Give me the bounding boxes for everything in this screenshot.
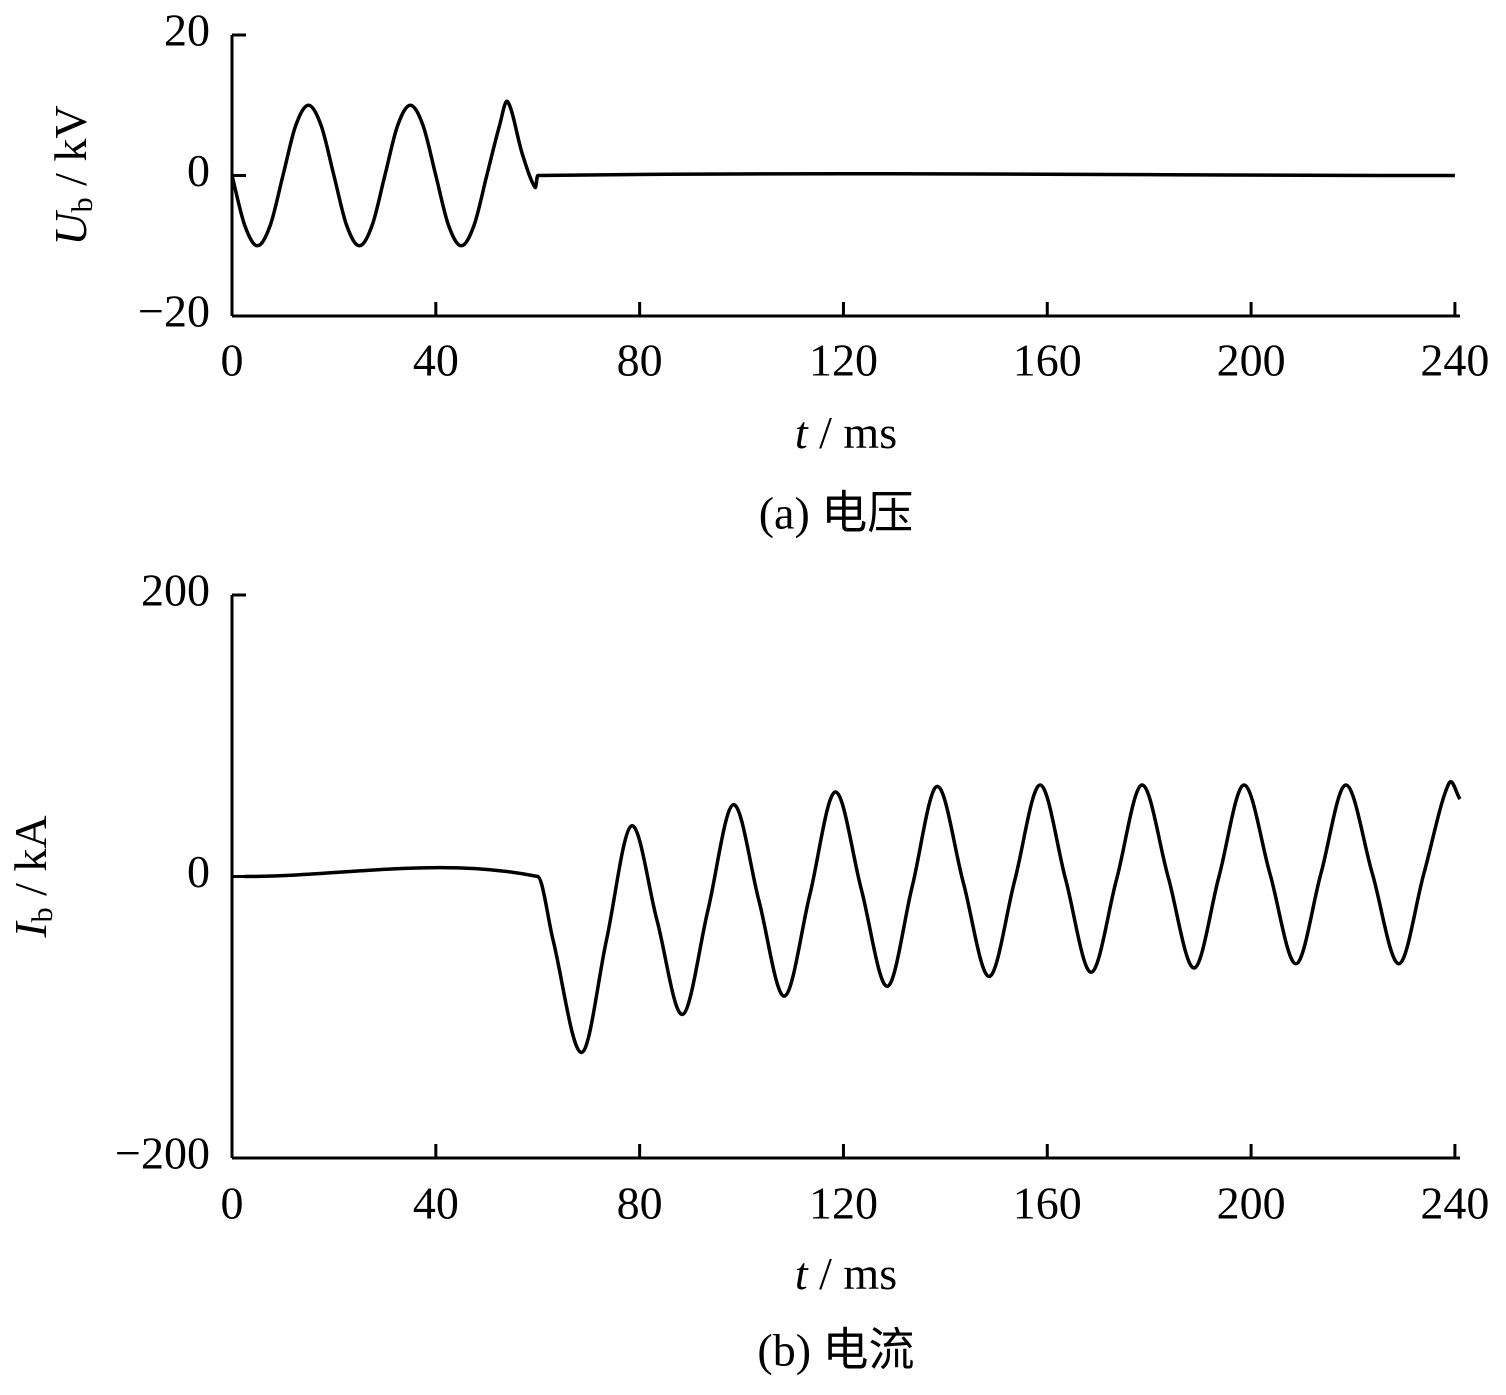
x-tick-label: 200 <box>1217 335 1286 386</box>
y-tick-label: −20 <box>138 286 210 337</box>
y-axis-label: Ib / kA <box>5 815 59 938</box>
x-label-unit: / ms <box>808 407 897 458</box>
x-tick-label: 80 <box>617 1178 663 1229</box>
data-line <box>230 99 1455 248</box>
x-label-unit: / ms <box>808 1248 897 1299</box>
x-tick-label: 40 <box>413 1178 459 1229</box>
y-label-symbol: I <box>5 920 56 939</box>
x-label-symbol: t <box>795 1248 809 1299</box>
y-label-unit: / kV <box>45 105 96 197</box>
data-line <box>244 780 1462 1055</box>
x-tick-label: 120 <box>809 1178 878 1229</box>
caption: (b) 电流 <box>757 1325 914 1376</box>
y-label-subscript: b <box>26 907 59 922</box>
y-label-unit: / kA <box>5 815 56 907</box>
x-tick-label: 0 <box>221 335 244 386</box>
y-tick-label: −200 <box>115 1128 210 1179</box>
x-label-symbol: t <box>795 407 809 458</box>
y-label-symbol: U <box>45 210 96 246</box>
x-tick-label: 240 <box>1420 1178 1489 1229</box>
x-tick-label: 0 <box>221 1178 244 1229</box>
caption: (a) 电压 <box>759 488 914 539</box>
x-tick-label: 200 <box>1217 1178 1286 1229</box>
y-tick-label: 200 <box>141 565 210 616</box>
x-tick-label: 80 <box>617 335 663 386</box>
x-tick-label: 160 <box>1013 335 1082 386</box>
x-axis-label: t / ms <box>795 407 897 458</box>
x-tick-label: 40 <box>413 335 459 386</box>
x-axis-label: t / ms <box>795 1248 897 1299</box>
y-tick-label: 20 <box>164 5 210 56</box>
y-tick-label: 0 <box>187 846 210 897</box>
y-axis-label: Ub / kV <box>45 105 99 245</box>
x-tick-label: 120 <box>809 335 878 386</box>
x-tick-label: 240 <box>1420 335 1489 386</box>
y-label-subscript: b <box>66 197 99 212</box>
y-tick-label: 0 <box>187 145 210 196</box>
x-tick-label: 160 <box>1013 1178 1082 1229</box>
